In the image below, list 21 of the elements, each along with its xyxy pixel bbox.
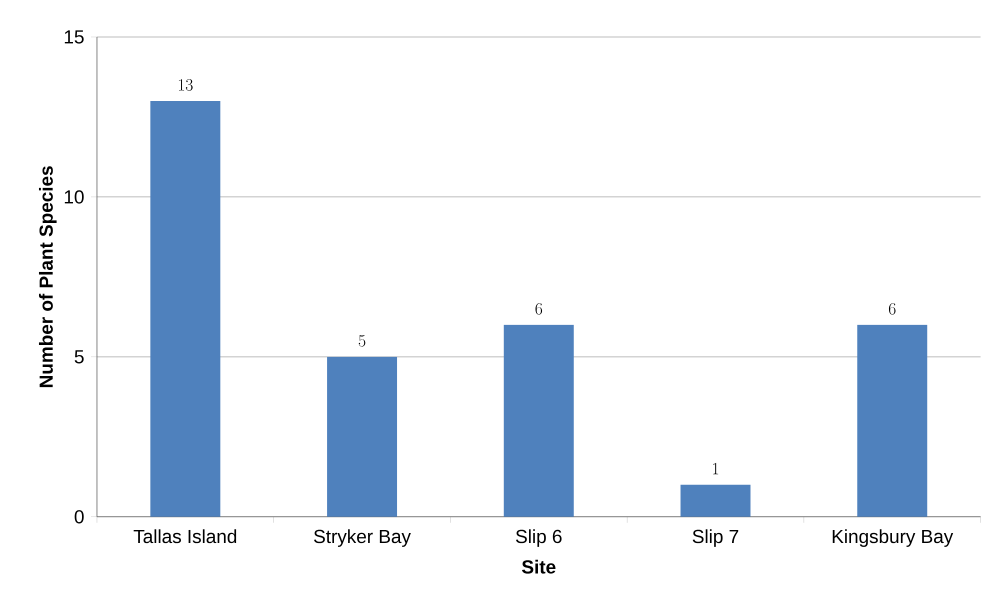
data-label: 6 — [535, 303, 542, 315]
bar — [504, 324, 574, 517]
data-label: 6 — [888, 303, 896, 315]
data-label: 1 — [713, 463, 718, 474]
y-axis-title: Number of Plant Species — [38, 166, 57, 388]
x-axis-title: Site — [522, 560, 556, 574]
bar — [150, 101, 220, 517]
bar — [680, 484, 750, 517]
x-tick-label: Kingsbury Bay — [832, 529, 954, 548]
y-tick-label: 15 — [64, 30, 84, 44]
x-tick-label: Tallas Island — [134, 529, 236, 544]
x-tick-label: Slip 7 — [692, 529, 738, 548]
bar — [327, 356, 398, 517]
y-tick-label: 10 — [64, 190, 84, 204]
x-tick-label: Stryker Bay — [314, 529, 411, 548]
y-tick-label: 0 — [74, 510, 84, 524]
y-tick-label: 5 — [74, 350, 84, 364]
bar — [857, 324, 928, 517]
data-label: 13 — [178, 79, 193, 91]
data-label: 5 — [358, 335, 366, 347]
x-tick-label: Slip 6 — [516, 529, 562, 548]
